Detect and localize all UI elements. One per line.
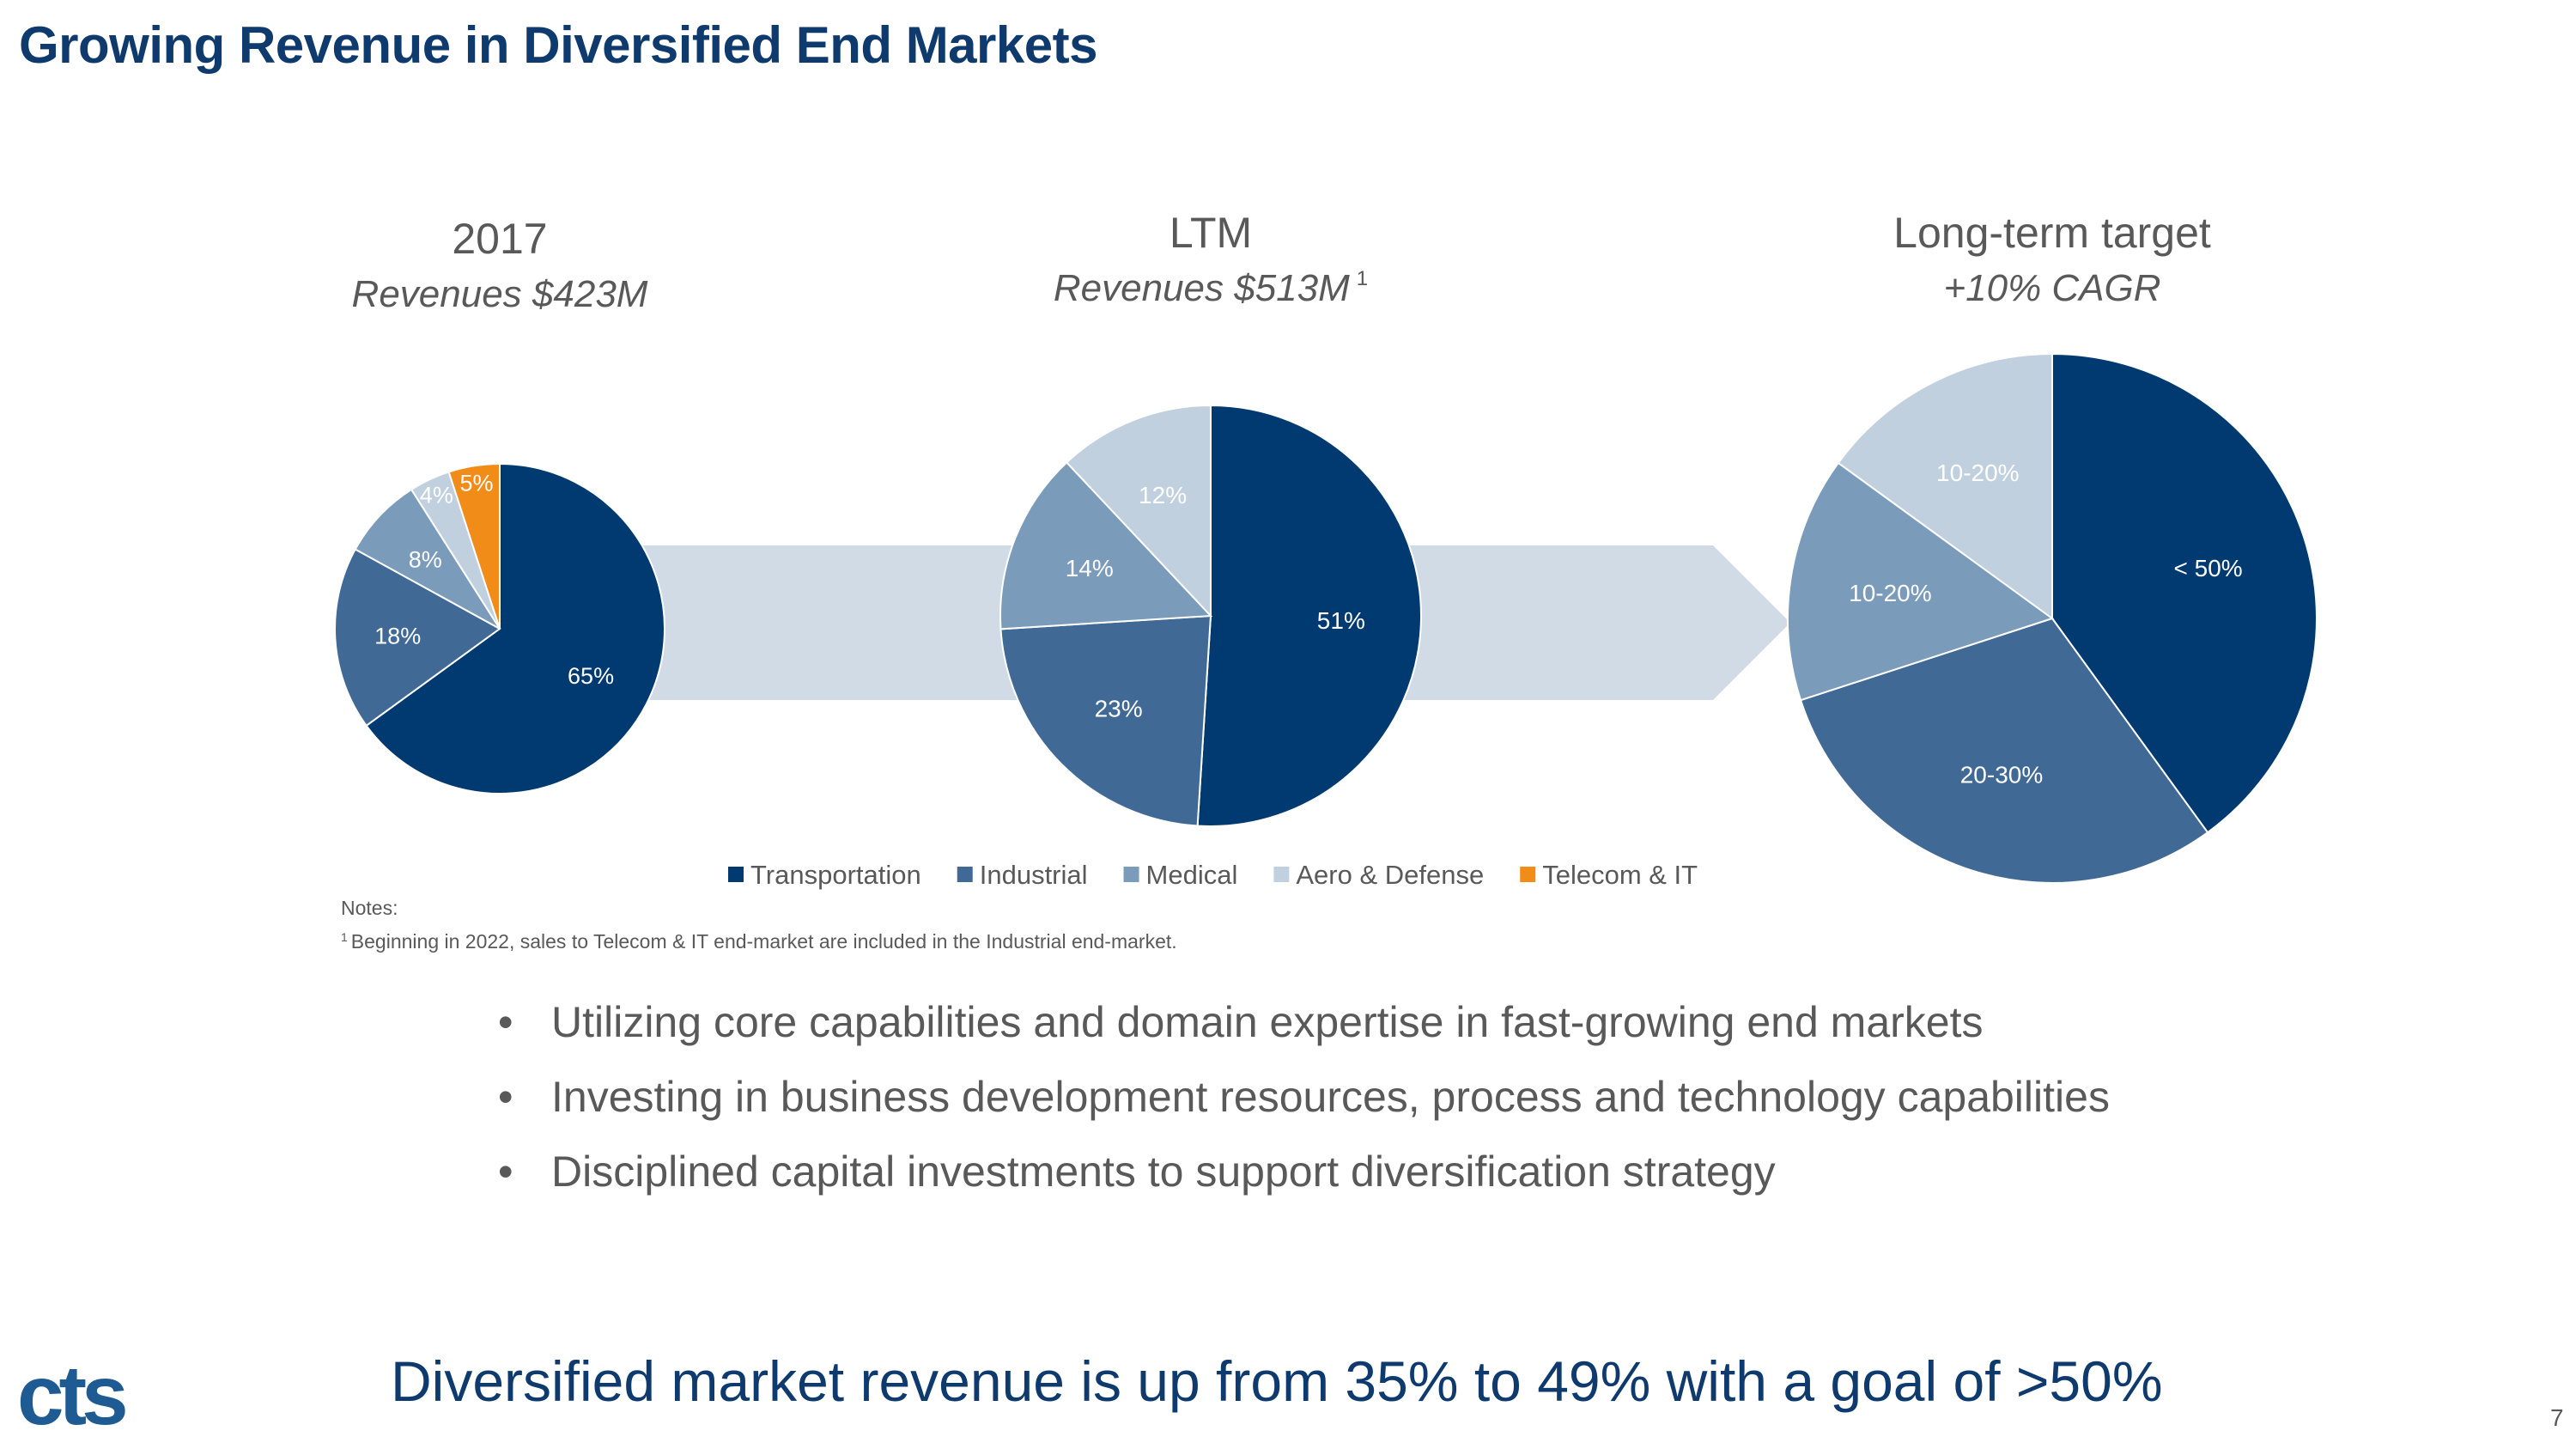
- slice-label-transportation: < 50%: [2174, 555, 2243, 581]
- legend-swatch: [1520, 867, 1536, 882]
- legend-item-transportation: Transportation: [728, 860, 921, 890]
- legend-label: Medical: [1146, 860, 1238, 890]
- slice-label-aero-defense: 4%: [420, 483, 453, 508]
- pie-slice-transportation: [1196, 404, 1422, 827]
- pie-slice-industrial: [1799, 617, 2209, 884]
- chart-subtitle: Revenues $423M: [352, 273, 648, 315]
- chart-subtitle: +10% CAGR: [1943, 267, 2160, 309]
- pie-chart-1: 2017 Revenues $423M 65% 18% 8% 4% 5%: [334, 215, 665, 795]
- slice-label-medical: 14%: [1066, 555, 1114, 581]
- legend-swatch: [1273, 867, 1290, 882]
- footnote-marker: 1: [341, 930, 348, 944]
- slice-label-industrial: 20-30%: [1960, 762, 2044, 788]
- legend-swatch: [1123, 867, 1139, 882]
- legend: Transportation Industrial Medical Aero & De…: [728, 860, 1698, 890]
- legend-label: Telecom & IT: [1542, 860, 1698, 890]
- slice-label-aero-defense: 12%: [1139, 482, 1187, 508]
- legend-item-industrial: Industrial: [957, 860, 1088, 890]
- pie-chart-3: Long-term target +10% CAGR < 50% 20-30% 10-2…: [1787, 209, 2318, 884]
- pie-slice-medical: [354, 488, 501, 630]
- cts-logo: cts: [17, 1348, 129, 1442]
- pie-slice-industrial: [334, 548, 501, 728]
- chart-subtitle: Revenues $513M 1: [1054, 267, 1368, 309]
- legend-label: Transportation: [750, 860, 921, 890]
- notes-footnote: 1 Beginning in 2022, sales to Telecom & I…: [341, 922, 1177, 956]
- bullet-item: Investing in business development resour…: [498, 1060, 2110, 1135]
- slice-label-medical: 10-20%: [1849, 580, 1932, 606]
- legend-label: Aero & Defense: [1296, 860, 1484, 890]
- bullet-item: Utilizing core capabilities and domain e…: [498, 985, 2110, 1060]
- notes: Notes: 1 Beginning in 2022, sales to Tele…: [341, 893, 1177, 956]
- chart-title: LTM: [1170, 209, 1252, 257]
- pie-slice-aero-defense: [1837, 352, 2053, 620]
- pie-slice-industrial: [999, 614, 1212, 827]
- legend-swatch: [728, 867, 744, 882]
- footer-statement: Diversified market revenue is up from 35…: [391, 1349, 2163, 1413]
- legend-item-telecom-it: Telecom & IT: [1520, 860, 1698, 890]
- page-title: Growing Revenue in Diversified End Marke…: [19, 16, 1098, 74]
- pie-slice-medical: [1787, 461, 2055, 702]
- slice-label-transportation: 51%: [1317, 607, 1365, 634]
- legend-swatch: [957, 867, 973, 882]
- pie-chart-2: LTM Revenues $513M 1 51% 23% 14% 12%: [999, 209, 1422, 827]
- pie-slice-aero-defense: [1065, 404, 1212, 618]
- page-number: 7: [2550, 1404, 2564, 1431]
- pie-slice-telecom-it: [447, 462, 501, 630]
- notes-heading: Notes:: [341, 897, 398, 919]
- pies-group: 2017 Revenues $423M 65% 18% 8% 4% 5% LTM Revenue…: [334, 209, 2318, 884]
- slice-label-aero-defense: 10-20%: [1936, 460, 2020, 486]
- bullet-item: Disciplined capital investments to suppo…: [498, 1135, 2110, 1209]
- footnote-text: Beginning in 2022, sales to Telecom & IT…: [350, 930, 1177, 953]
- pie-slice-medical: [999, 460, 1213, 630]
- pie-slice-transportation: [365, 462, 665, 795]
- chart-subtitle-superscript: 1: [1357, 267, 1368, 290]
- legend-item-medical: Medical: [1123, 860, 1238, 890]
- slice-label-telecom-it: 5%: [459, 470, 493, 496]
- slice-label-industrial: 23%: [1095, 695, 1143, 721]
- legend-item-aero-defense: Aero & Defense: [1273, 860, 1484, 890]
- bullet-list: Utilizing core capabilities and domain e…: [498, 985, 2110, 1209]
- chart-title: 2017: [452, 215, 547, 263]
- pie-slice-transportation: [2051, 352, 2318, 834]
- slice-label-industrial: 18%: [374, 623, 421, 648]
- slice-label-medical: 8%: [409, 547, 442, 573]
- slice-label-transportation: 65%: [568, 663, 614, 689]
- legend-label: Industrial: [980, 860, 1088, 890]
- chart-title: Long-term target: [1893, 209, 2211, 257]
